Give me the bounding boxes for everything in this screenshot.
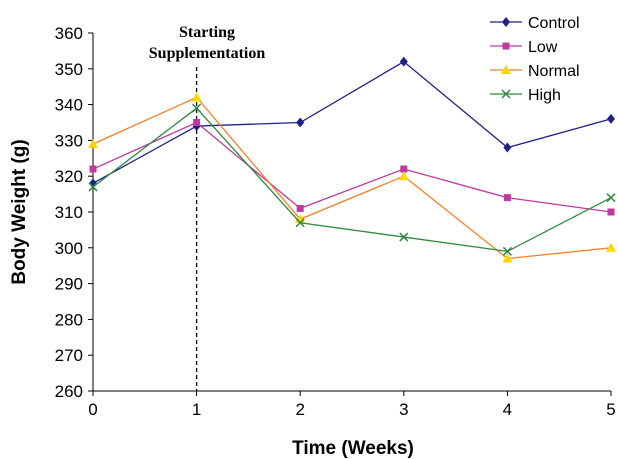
point-high-5 bbox=[606, 193, 616, 203]
y-tick-label-340: 340 bbox=[55, 96, 83, 115]
y-tick-label-320: 320 bbox=[55, 167, 83, 186]
point-high-1 bbox=[192, 103, 202, 113]
series-line-control bbox=[92, 60, 612, 184]
x-axis-title: Time (Weeks) bbox=[292, 438, 414, 459]
series-group bbox=[88, 56, 616, 263]
point-low-1 bbox=[193, 119, 201, 126]
y-tick-label-270: 270 bbox=[55, 346, 83, 365]
legend-label-normal: Normal bbox=[528, 63, 580, 80]
point-high-3-b bbox=[399, 232, 409, 242]
point-high-2 bbox=[295, 218, 305, 228]
point-high-4 bbox=[502, 246, 512, 256]
point-normal-4 bbox=[502, 253, 513, 263]
point-control-5 bbox=[607, 113, 615, 124]
legend-label-high: High bbox=[528, 87, 561, 104]
point-high-2-b bbox=[295, 218, 305, 228]
point-control-3 bbox=[399, 56, 408, 67]
annotation-line-1: Starting bbox=[179, 24, 235, 41]
series-line-low bbox=[92, 121, 612, 213]
point-low-2 bbox=[296, 204, 304, 212]
x-tick-label-5: 5 bbox=[606, 400, 615, 419]
y-tick-label-290: 290 bbox=[55, 275, 83, 294]
point-normal-3 bbox=[398, 171, 409, 181]
series-normal bbox=[88, 92, 616, 263]
point-high-0 bbox=[88, 182, 98, 192]
y-tick-label-280: 280 bbox=[55, 310, 83, 329]
y-axis-title: Body Weight (g) bbox=[9, 139, 30, 284]
series-line-normal bbox=[92, 96, 612, 260]
y-tick-label-330: 330 bbox=[55, 131, 83, 150]
x-tick-label-1: 1 bbox=[192, 400, 201, 419]
point-low-3 bbox=[400, 165, 408, 173]
x-tick-label-3: 3 bbox=[399, 400, 408, 419]
series-low bbox=[89, 119, 615, 216]
point-high-5-b bbox=[606, 193, 616, 203]
y-tick-label-300: 300 bbox=[55, 239, 83, 258]
point-high-3 bbox=[399, 232, 409, 242]
legend-marker-control bbox=[502, 17, 510, 27]
annotation-line-2: Supplementation bbox=[149, 45, 266, 62]
point-high-1-b bbox=[192, 103, 202, 113]
point-low-5 bbox=[607, 208, 615, 216]
point-normal-1 bbox=[191, 92, 202, 102]
legend-item-high: High bbox=[490, 87, 561, 104]
point-control-4 bbox=[503, 142, 512, 153]
legend-marker-low bbox=[502, 42, 510, 50]
legend-item-normal: Normal bbox=[490, 63, 580, 80]
point-high-0-b bbox=[88, 182, 98, 192]
legend-marker-normal bbox=[501, 65, 511, 74]
y-tick-label-260: 260 bbox=[55, 382, 83, 401]
x-tick-label-0: 0 bbox=[88, 400, 97, 419]
legend: Control Low Normal High bbox=[490, 15, 580, 104]
legend-label-control: Control bbox=[528, 15, 580, 32]
point-low-0 bbox=[89, 165, 97, 173]
legend-marker-high-b bbox=[501, 89, 511, 99]
y-tick-label-350: 350 bbox=[55, 60, 83, 79]
series-line-high bbox=[92, 107, 612, 253]
point-control-2 bbox=[296, 117, 305, 128]
legend-marker-high bbox=[501, 89, 511, 99]
y-tick-label-360: 360 bbox=[55, 24, 83, 43]
legend-label-low: Low bbox=[528, 39, 558, 56]
x-tick-label-4: 4 bbox=[503, 400, 512, 419]
legend-item-low: Low bbox=[490, 39, 558, 56]
point-high-4-b bbox=[502, 246, 512, 256]
y-tick-label-310: 310 bbox=[55, 203, 83, 222]
series-high bbox=[88, 103, 616, 256]
point-low-4 bbox=[503, 194, 511, 202]
x-tick-label-2: 2 bbox=[295, 400, 304, 419]
supplementation-annotation: Starting Supplementation bbox=[149, 24, 266, 391]
point-normal-5 bbox=[606, 242, 616, 252]
axes: 260 270 280 290 300 310 320 330 340 350 360 0 1 2 3 4 5 bbox=[55, 24, 616, 419]
point-normal-0 bbox=[88, 138, 98, 148]
legend-item-control: Control bbox=[490, 15, 580, 32]
